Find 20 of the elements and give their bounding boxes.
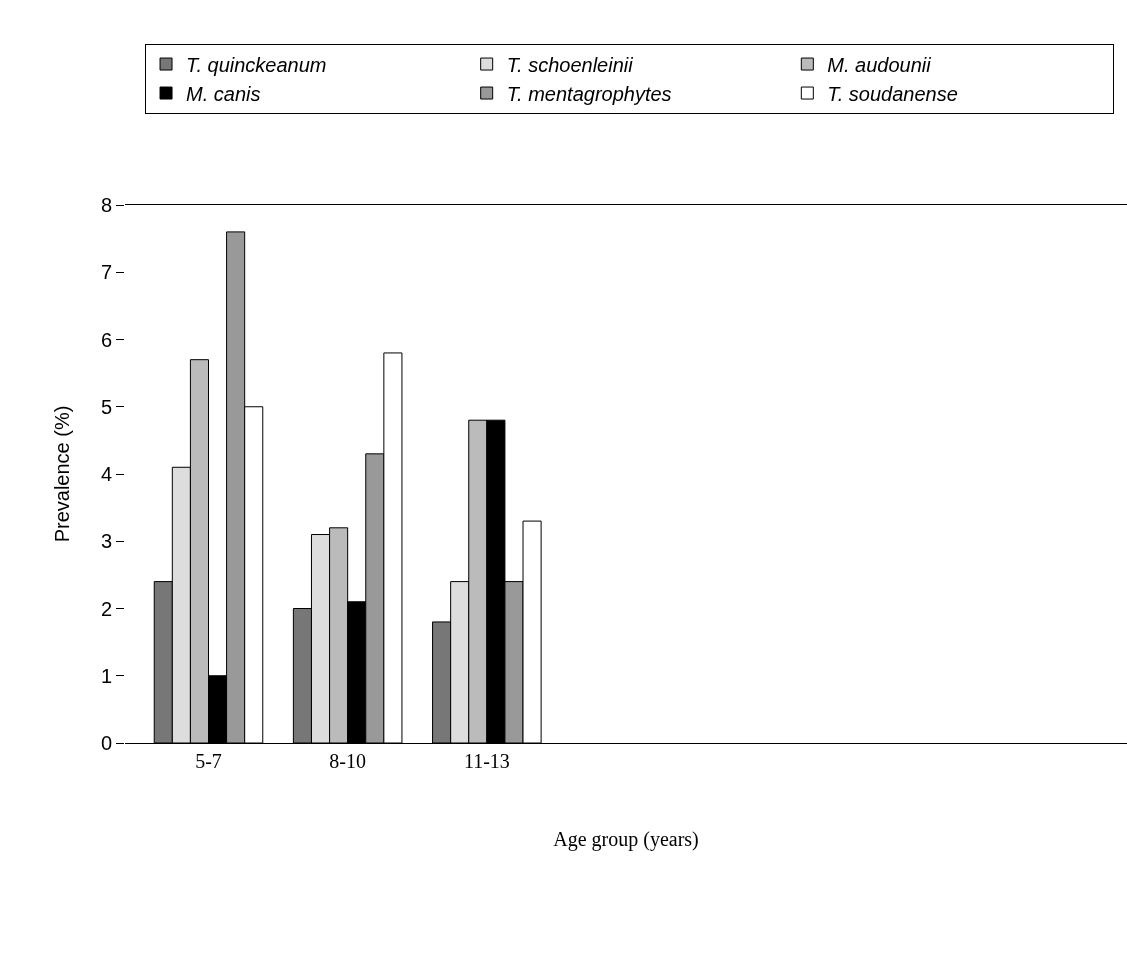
y-tick-label: 8	[100, 194, 112, 216]
legend-label: T. schoenleinii	[506, 53, 634, 76]
y-tick-label: 6	[100, 328, 112, 351]
legend-label: T. mentagrophytes	[506, 82, 672, 105]
x-axis-title: Age group (years)	[553, 827, 699, 851]
y-tick-label: 2	[100, 597, 112, 620]
x-tick-label: 11-13	[463, 750, 510, 772]
y-tick-label: 1	[100, 664, 112, 687]
legend-label: M. canis	[186, 82, 261, 105]
y-tick-label: 3	[100, 530, 112, 553]
y-tick-label: 0	[100, 732, 112, 754]
y-tick-label: 5	[100, 395, 112, 418]
x-tick-label: 8-10	[329, 750, 367, 772]
x-tick-label: 5-7	[195, 750, 222, 772]
legend-label: T. quinckeanum	[186, 53, 327, 76]
legend-label: M. audounii	[827, 53, 932, 76]
y-axis-title: Prevalence (%)	[51, 405, 74, 543]
y-tick-label: 7	[100, 261, 112, 284]
y-tick-label: 4	[100, 463, 112, 485]
legend-label: T. soudanense	[827, 82, 958, 105]
